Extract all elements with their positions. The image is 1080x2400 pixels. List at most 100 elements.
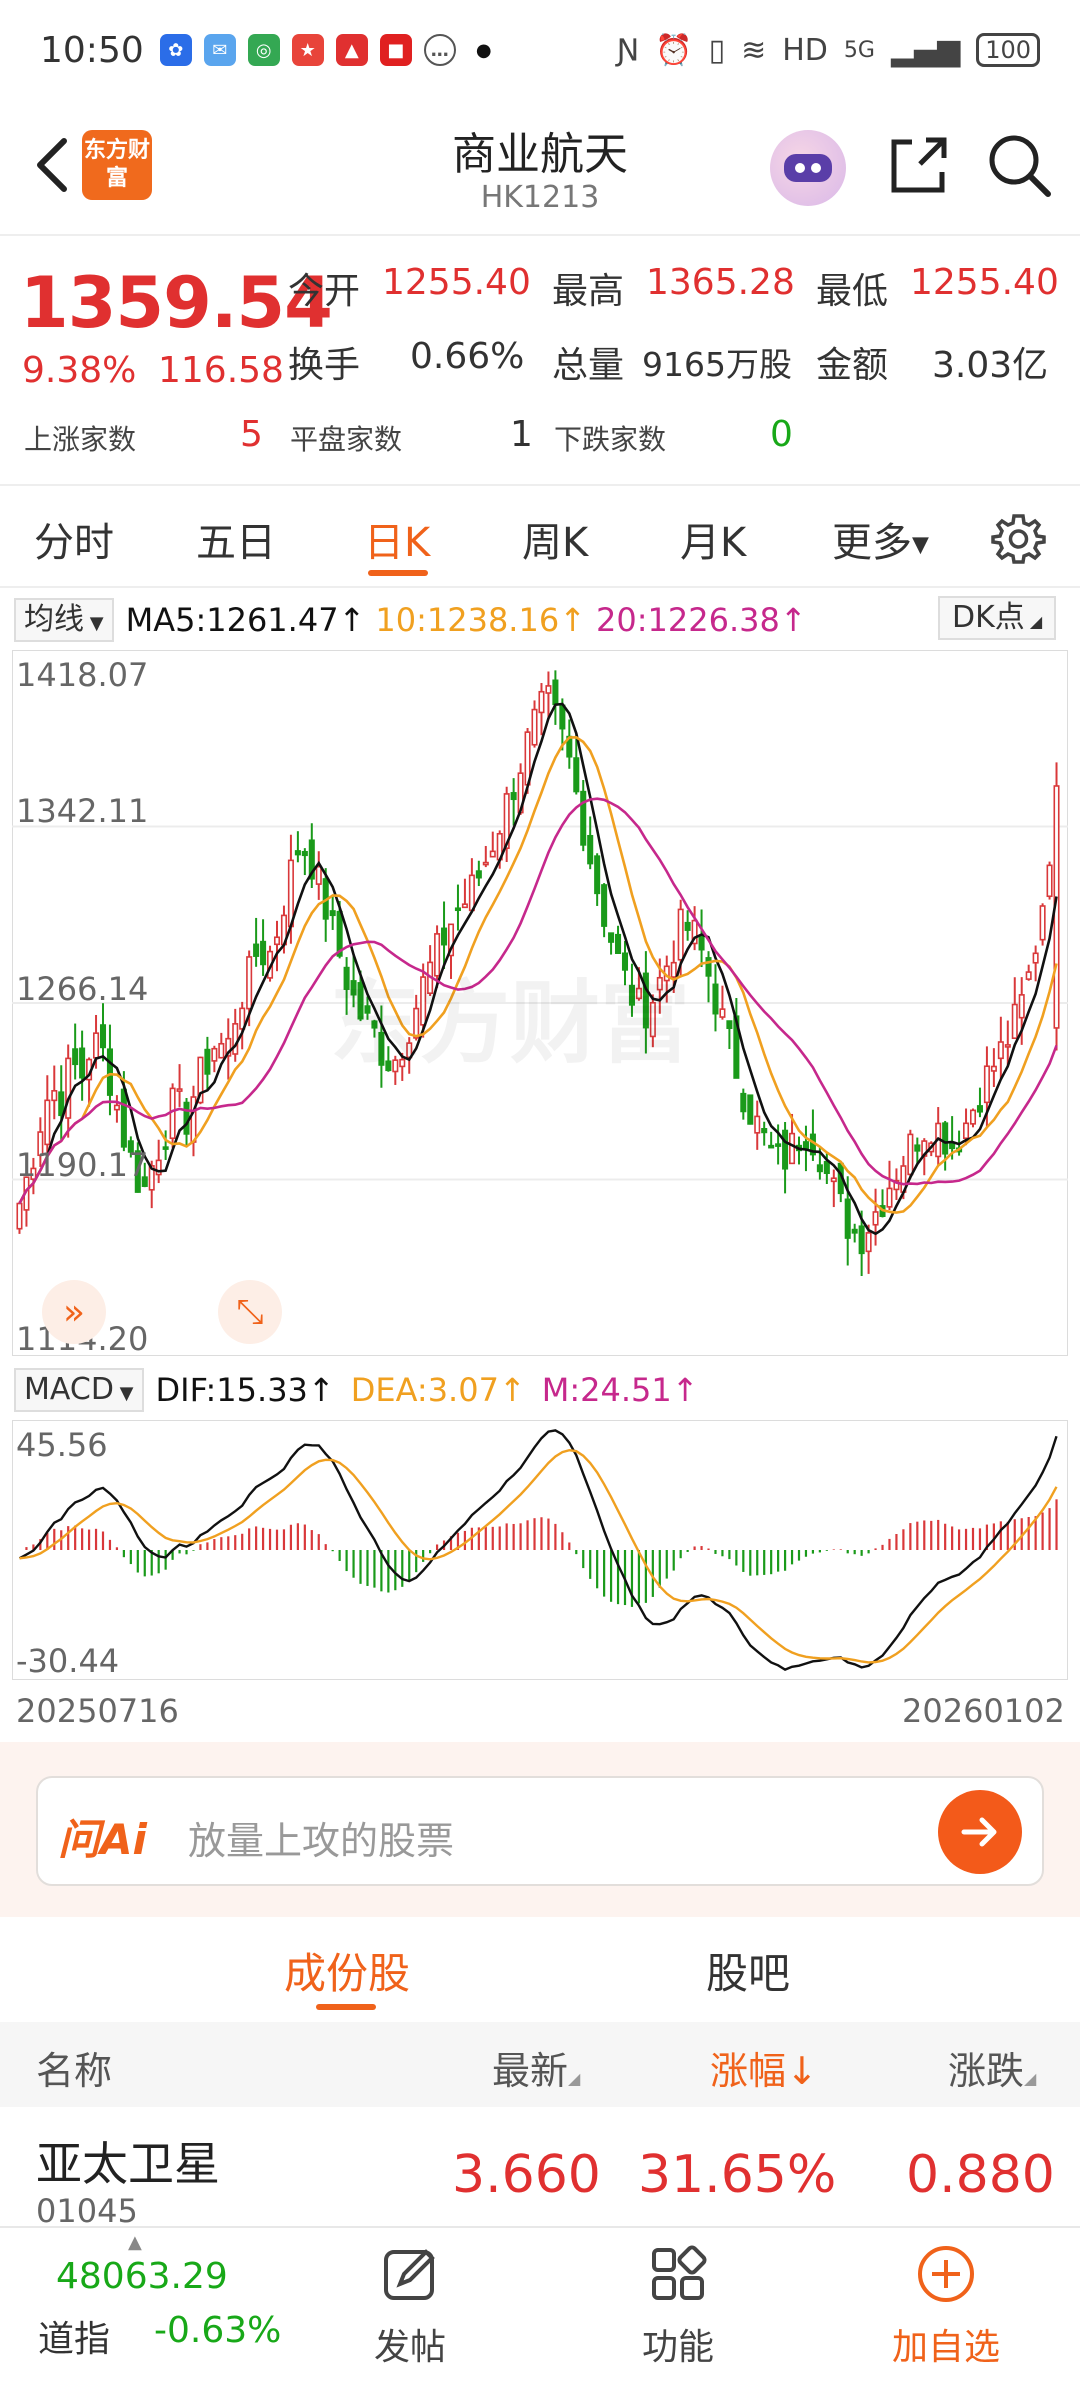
search-button[interactable] (984, 130, 1054, 200)
expand-left-button[interactable]: » (42, 1280, 106, 1344)
indicator-select-label: 均线 (24, 602, 84, 637)
candle-body (246, 956, 253, 1010)
candle-body (72, 1048, 79, 1066)
candle-body (642, 972, 649, 1029)
system-status: Ɲ ⏰ ▯ ≋ HD 5G ▂▄▆ 100 (617, 33, 1040, 68)
turnover-label: 换手 (288, 345, 361, 386)
candle-body (37, 1131, 44, 1157)
candle-body (183, 1101, 190, 1135)
candle-body (253, 943, 260, 957)
candle-body (628, 984, 635, 1006)
tab-intraday[interactable]: 分时 (34, 520, 114, 566)
index-value: 48063.29 (56, 2256, 228, 2297)
add-watchlist-button[interactable]: 加自选 (866, 2242, 1026, 2370)
signal-label: 5G (843, 37, 875, 63)
column-change-pct[interactable]: 涨幅↓ (710, 2040, 818, 2095)
y-tick-label: 1190.17 (16, 1146, 149, 1184)
candle-body (740, 1092, 747, 1113)
fullscreen-button[interactable]: ⤡ (218, 1280, 282, 1344)
candle-body (747, 1094, 754, 1125)
search-icon (989, 135, 1051, 197)
index-change: -0.63% (154, 2310, 282, 2351)
page-title: 商业航天 (452, 129, 628, 180)
tab-more-label: 更多 (832, 520, 912, 566)
candle-body (503, 793, 510, 850)
candle-body (719, 1008, 726, 1018)
candle-body (705, 957, 712, 977)
candle-body (969, 1109, 977, 1125)
stock-latest: 3.660 (452, 2145, 601, 2205)
post-button[interactable]: 发帖 (330, 2242, 490, 2370)
up-count: 5 (240, 414, 263, 455)
low-label: 最低 (816, 271, 889, 312)
share-button[interactable] (884, 130, 954, 200)
last-price: 1359.54 (20, 262, 333, 344)
alarm-icon: ⏰ (655, 32, 693, 68)
candle-body (823, 1160, 830, 1174)
candle-body (726, 1020, 733, 1030)
candle-body (475, 870, 482, 879)
gear-icon (991, 514, 1046, 564)
browser-app-icon: ◎ (247, 34, 280, 66)
ma5-line (18, 702, 1058, 1236)
column-latest[interactable]: 最新◢ (492, 2040, 580, 2095)
low-value: 1255.40 (910, 262, 1059, 303)
ai-robot-button[interactable] (770, 130, 846, 206)
candle-body (886, 1187, 893, 1208)
candle-body (754, 1115, 761, 1134)
app-logo[interactable]: 东方财富 (82, 130, 152, 200)
candlestick-chart[interactable] (12, 650, 1068, 1356)
stock-row-code: 01045 (36, 2192, 138, 2230)
table-header: 名称 最新◢ 涨幅↓ 涨跌◢ (0, 2022, 1080, 2107)
flat-count-label: 平盘家数 (290, 423, 403, 456)
candle-body (120, 1088, 127, 1148)
candle-body (1011, 1003, 1018, 1040)
chat-app-icon: … (423, 34, 456, 66)
dea-line (19, 1448, 1058, 1664)
tab-monthly-k[interactable]: 月K (680, 520, 747, 566)
candle-body (712, 983, 719, 1015)
volume-label: 总量 (552, 345, 625, 386)
y-tick-label: 1418.07 (16, 656, 149, 694)
candle-body (1018, 994, 1025, 1019)
candle-body (65, 1057, 72, 1119)
tab-weekly-k[interactable]: 周K (522, 520, 589, 566)
tab-more[interactable]: 更多▼ (832, 510, 929, 568)
candle-body (218, 1042, 225, 1059)
ai-submit-button[interactable] (938, 1790, 1022, 1874)
tab-forum[interactable]: 股吧 (706, 1949, 791, 1998)
candle-body (844, 1198, 851, 1239)
arrow-right-icon (961, 1817, 997, 1847)
sort-icon: ◢ (568, 2069, 581, 2088)
candle-body (990, 1065, 997, 1072)
back-button[interactable] (22, 130, 82, 200)
tab-constituents[interactable]: 成份股 (284, 1949, 411, 1998)
candle-body (176, 1088, 183, 1092)
settings-button[interactable] (990, 510, 1046, 566)
stock-change-pct: 31.65% (638, 2145, 837, 2205)
candle-body (768, 1144, 775, 1149)
column-name: 名称 (36, 2049, 113, 2093)
candle-body (615, 933, 622, 954)
candle-body (677, 908, 684, 961)
indicator-select[interactable]: 均线 ▼ (14, 598, 114, 642)
status-bar: 10:50 ✿ ✉ ◎ ★ ▲ ■ … ● Ɲ ⏰ ▯ ≋ HD 5G ▂▄▆ … (0, 0, 1080, 100)
dk-point-button[interactable]: DK点 ◢ (938, 596, 1057, 640)
function-button[interactable]: 功能 (598, 2242, 758, 2370)
ai-search-input[interactable]: 放量上攻的股票 (188, 1819, 455, 1863)
sort-down-icon: ↓ (786, 2049, 818, 2093)
macd-chart[interactable] (12, 1420, 1068, 1680)
high-label: 最高 (552, 271, 625, 312)
candle-body (510, 792, 517, 801)
column-change[interactable]: 涨跌◢ (948, 2040, 1036, 2095)
candle-body (447, 923, 455, 957)
ai-search-box[interactable]: 问Ai 放量上攻的股票 (36, 1776, 1044, 1886)
tab-daily-k[interactable]: 日K (364, 520, 431, 566)
macd-select[interactable]: MACD ▼ (14, 1368, 144, 1412)
candle-body (106, 1048, 113, 1096)
tab-five-day[interactable]: 五日 (196, 520, 276, 566)
dif-label: DIF:15.33↑ (155, 1371, 335, 1409)
column-change-label: 涨跌 (948, 2049, 1025, 2093)
dif-line (18, 1429, 1058, 1671)
candle-body (378, 1031, 385, 1066)
